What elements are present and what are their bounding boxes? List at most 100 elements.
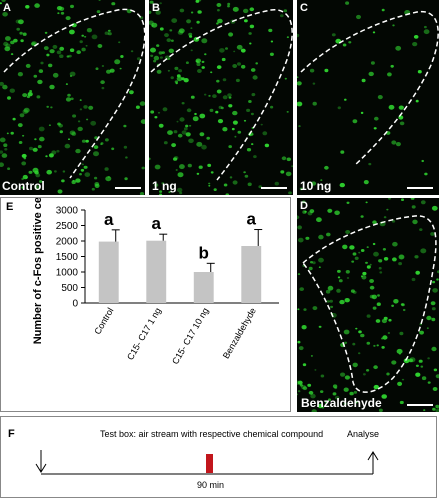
cfos-cell — [210, 171, 214, 174]
cfos-cell — [225, 193, 230, 195]
cfos-cell — [217, 9, 220, 12]
cfos-cell — [44, 31, 48, 34]
cfos-cell — [216, 3, 222, 7]
cfos-cell — [129, 90, 134, 95]
cfos-cell — [308, 390, 314, 395]
cfos-cell — [318, 257, 324, 263]
cfos-cell — [216, 65, 222, 69]
cfos-cell — [388, 318, 392, 322]
cfos-cell — [23, 157, 27, 160]
cfos-cell — [81, 47, 86, 52]
cfos-cell — [75, 148, 81, 154]
cfos-cell — [69, 130, 76, 136]
cfos-cell — [426, 327, 429, 330]
cfos-cell — [251, 93, 256, 97]
y-tick-label: 2500 — [56, 221, 79, 232]
cfos-cell — [149, 0, 154, 4]
cfos-cell — [337, 106, 341, 110]
cfos-cell — [228, 32, 234, 37]
cfos-cell — [360, 111, 364, 114]
significance-letter: b — [199, 243, 209, 262]
cfos-cell — [369, 294, 375, 299]
cfos-cell — [372, 31, 376, 34]
cfos-cell — [136, 57, 141, 61]
cfos-cell — [309, 209, 315, 214]
cfos-cell — [312, 306, 318, 311]
cfos-cell — [213, 188, 217, 192]
cfos-cell — [386, 372, 390, 376]
cfos-cell — [346, 201, 350, 204]
cfos-cell — [166, 38, 172, 43]
bar — [241, 246, 262, 303]
cfos-cell — [415, 270, 420, 275]
cfos-cell — [167, 57, 171, 61]
cfos-cell — [153, 59, 157, 63]
cfos-cell — [391, 304, 394, 307]
cfos-cell — [38, 69, 44, 73]
cfos-cell — [432, 280, 436, 284]
cfos-cell — [32, 147, 38, 152]
micrograph-image-c — [297, 0, 439, 195]
cfos-cell — [396, 348, 403, 354]
cfos-cell — [307, 383, 312, 387]
cfos-cell — [34, 138, 37, 141]
cfos-cell — [0, 162, 4, 167]
cfos-cell — [354, 256, 359, 260]
cfos-cell — [393, 299, 399, 304]
cfos-cell — [124, 177, 128, 181]
cfos-cell — [342, 244, 348, 250]
cfos-cell — [2, 84, 8, 90]
cfos-cell — [209, 108, 214, 112]
cfos-cell — [349, 391, 354, 396]
cfos-cell — [297, 393, 299, 396]
cfos-cell — [387, 72, 392, 77]
cfos-cell — [215, 110, 219, 114]
cfos-cell — [401, 303, 405, 307]
micrograph-background — [297, 198, 439, 412]
cfos-cell — [345, 230, 351, 234]
cfos-cell — [104, 167, 109, 171]
cfos-cell — [75, 178, 81, 183]
cfos-cell — [225, 47, 228, 50]
cfos-cell — [176, 74, 181, 78]
cfos-cell — [65, 83, 68, 85]
cfos-cell — [383, 257, 389, 261]
cfos-cell — [352, 362, 358, 368]
cfos-cell — [262, 131, 268, 136]
cfos-cell — [57, 189, 63, 194]
cfos-cell — [247, 182, 252, 187]
cfos-cell — [362, 271, 367, 276]
cfos-cell — [311, 181, 317, 186]
cfos-cell — [59, 54, 64, 58]
cfos-cell — [120, 55, 124, 58]
cfos-cell — [427, 357, 430, 360]
cfos-cell — [312, 82, 316, 85]
cfos-cell — [217, 18, 223, 24]
cfos-cell — [353, 390, 358, 394]
cfos-cell — [250, 112, 254, 116]
cfos-cell — [401, 378, 405, 381]
cfos-cell — [192, 116, 199, 122]
cfos-cell — [208, 184, 211, 187]
panel-letter-b: B — [152, 2, 160, 14]
cfos-cell — [36, 95, 41, 99]
cfos-cell — [420, 200, 426, 205]
cfos-cell — [297, 380, 301, 385]
cfos-cell — [286, 157, 291, 162]
cfos-cell — [201, 144, 207, 150]
cfos-cell — [65, 97, 72, 102]
cfos-cell — [156, 44, 160, 47]
cfos-cell — [381, 8, 385, 12]
cfos-cell — [388, 104, 395, 110]
cfos-cell — [183, 127, 188, 131]
cfos-cell — [49, 49, 55, 54]
cfos-cell — [16, 27, 21, 31]
cfos-cell — [100, 80, 105, 85]
cfos-cell — [94, 183, 100, 188]
cfos-cell — [377, 95, 383, 100]
cfos-cell — [105, 176, 112, 182]
cfos-cell — [178, 69, 182, 73]
cfos-cell — [358, 352, 361, 355]
cfos-cell — [86, 118, 89, 121]
cfos-cell — [340, 150, 345, 154]
